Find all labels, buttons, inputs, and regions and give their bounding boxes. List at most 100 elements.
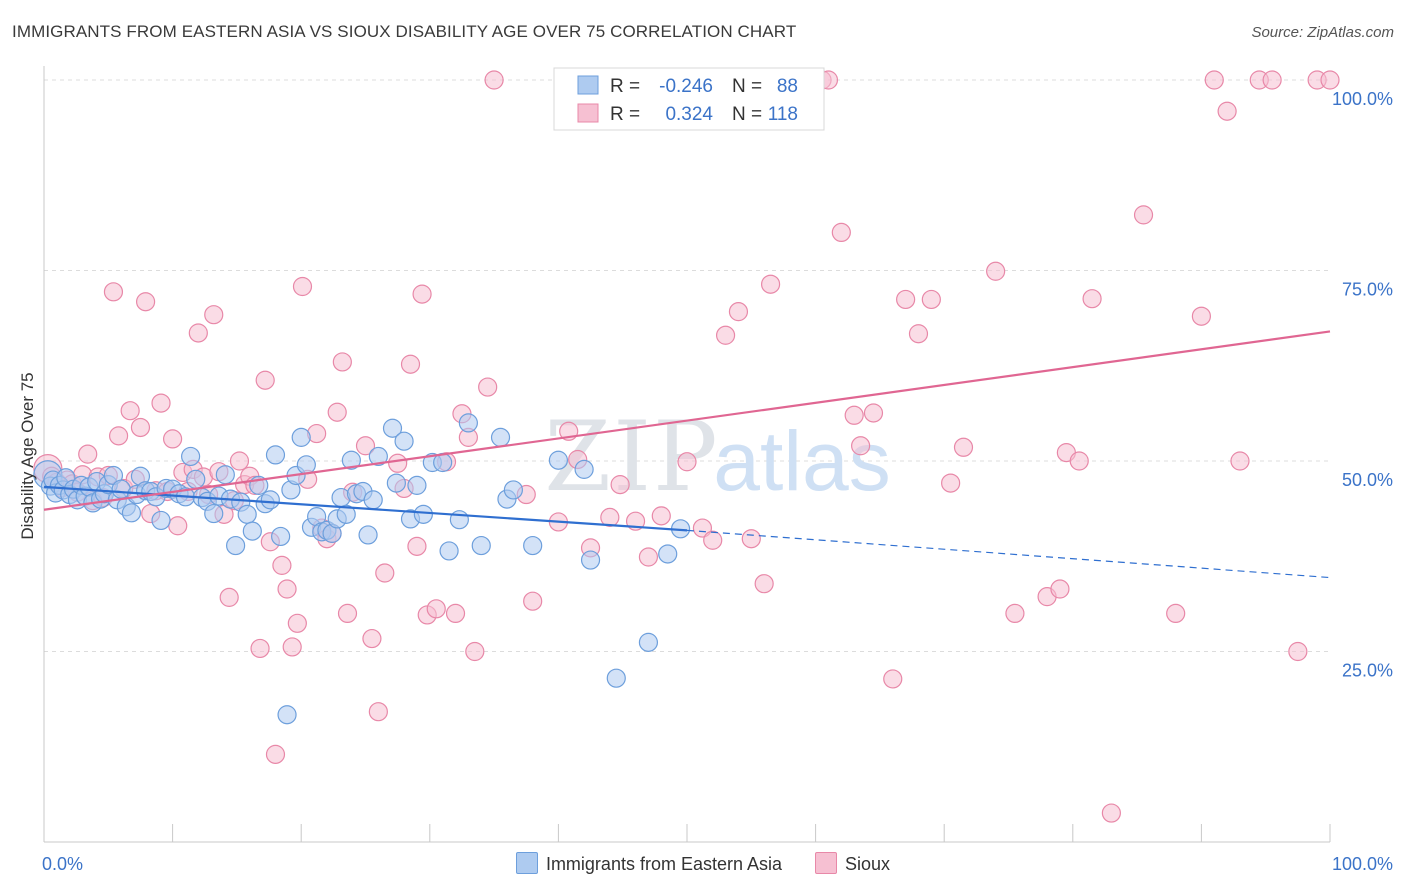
eastern-asia-point xyxy=(237,504,257,524)
sioux-point xyxy=(130,417,151,438)
sioux-point xyxy=(1320,70,1340,90)
sioux-point xyxy=(851,436,871,456)
eastern-asia-point xyxy=(471,535,491,556)
sioux-point xyxy=(135,292,156,312)
eastern-asia-point xyxy=(226,535,246,556)
eastern-asia-point xyxy=(204,503,224,524)
sioux-point xyxy=(1217,101,1237,121)
stats-n-value-blue: 88 xyxy=(777,76,798,97)
trend-lines xyxy=(43,330,1331,579)
sioux-point xyxy=(941,473,961,493)
eastern-asia-point xyxy=(260,490,280,510)
x-tick-label-0: 0.0% xyxy=(42,854,83,874)
sioux-point xyxy=(265,744,286,764)
stats-r-value-pink: 0.324 xyxy=(665,104,713,125)
sioux-point xyxy=(108,426,129,446)
eastern-asia-points xyxy=(33,413,691,725)
sioux-point xyxy=(287,613,307,633)
legend-swatch-eastern-asia xyxy=(515,852,538,874)
source-label: Source: ZipAtlas.com xyxy=(1251,24,1394,41)
sioux-point xyxy=(1262,70,1282,90)
sioux-point xyxy=(1230,451,1250,471)
sioux-point xyxy=(1005,603,1025,624)
sioux-point xyxy=(229,451,250,471)
sioux-point xyxy=(651,506,671,526)
sioux-point xyxy=(953,437,974,457)
y-tick-label-75: 75.0% xyxy=(1342,280,1393,300)
series-legend: Immigrants from Eastern Asia Sioux xyxy=(0,852,1406,875)
sioux-point xyxy=(204,305,224,325)
tick-labels: 25.0% 50.0% 75.0% 100.0% 0.0% 100.0% xyxy=(42,89,1393,874)
sioux-point xyxy=(600,507,620,527)
eastern-asia-trend-extension xyxy=(686,529,1331,579)
eastern-asia-point xyxy=(407,475,427,495)
eastern-asia-point xyxy=(151,510,171,531)
stats-n-label-blue: N = xyxy=(732,76,762,97)
stats-swatch-blue xyxy=(577,75,599,95)
eastern-asia-point xyxy=(458,413,478,433)
sioux-point xyxy=(638,547,659,567)
sioux-point xyxy=(523,591,543,611)
eastern-asia-point xyxy=(574,459,594,479)
sioux-point xyxy=(883,669,903,689)
sioux-point xyxy=(754,574,774,594)
x-tick-label-100: 100.0% xyxy=(1332,854,1393,874)
sioux-point xyxy=(741,529,761,549)
eastern-asia-point xyxy=(394,431,414,451)
sioux-point xyxy=(1191,306,1212,326)
sioux-point xyxy=(362,628,382,649)
stats-n-label-pink: N = xyxy=(732,104,762,125)
sioux-point xyxy=(677,452,697,472)
sioux-point xyxy=(715,325,736,345)
sioux-point xyxy=(986,261,1006,281)
sioux-point xyxy=(1101,803,1121,823)
sioux-point xyxy=(863,403,884,423)
sioux-point xyxy=(400,354,421,374)
eastern-asia-point xyxy=(382,418,403,438)
legend-swatch-sioux xyxy=(815,852,838,874)
eastern-asia-point xyxy=(548,450,569,470)
eastern-asia-point xyxy=(413,504,433,524)
eastern-asia-point xyxy=(638,632,659,652)
sioux-point xyxy=(1050,579,1070,599)
y-tick-label-25: 25.0% xyxy=(1342,661,1393,681)
sioux-point xyxy=(219,587,239,607)
sioux-point xyxy=(728,302,749,322)
legend-item-sioux[interactable]: Sioux xyxy=(815,852,890,875)
y-axis-label: Disability Age Over 75 xyxy=(18,372,37,539)
eastern-asia-point xyxy=(490,427,511,447)
sioux-point xyxy=(78,444,98,464)
stats-r-label-blue: R = xyxy=(610,76,640,97)
axes xyxy=(43,66,1331,843)
sioux-point xyxy=(1133,205,1154,225)
eastern-asia-point xyxy=(291,427,311,447)
eastern-asia-point xyxy=(658,544,678,564)
sioux-trend-line xyxy=(43,330,1331,511)
stats-n-value-pink: 118 xyxy=(768,104,798,125)
watermark-atlas: atlas xyxy=(713,414,890,508)
y-tick-label-50: 50.0% xyxy=(1342,470,1393,490)
legend-label-eastern-asia: Immigrants from Eastern Asia xyxy=(545,854,783,874)
sioux-point xyxy=(484,70,504,90)
eastern-asia-point xyxy=(439,541,459,561)
sioux-point xyxy=(1204,70,1224,90)
eastern-asia-point xyxy=(503,480,523,500)
sioux-point xyxy=(1069,451,1089,471)
eastern-asia-point xyxy=(386,473,406,493)
watermark: ZIP atlas xyxy=(544,401,890,513)
grid-lines xyxy=(44,79,1330,652)
stats-r-value-blue: -0.246 xyxy=(659,76,713,97)
sioux-point xyxy=(1166,603,1186,624)
eastern-asia-point xyxy=(336,504,356,524)
sioux-point xyxy=(272,555,292,575)
sioux-point xyxy=(163,429,183,449)
eastern-asia-point xyxy=(296,455,316,475)
sioux-point xyxy=(327,402,347,422)
sioux-point xyxy=(188,323,208,343)
legend-item-eastern-asia[interactable]: Immigrants from Eastern Asia xyxy=(515,852,783,875)
eastern-asia-point xyxy=(277,705,297,725)
sioux-point xyxy=(844,405,864,425)
eastern-asia-point xyxy=(181,446,201,467)
sioux-point xyxy=(1082,289,1102,309)
